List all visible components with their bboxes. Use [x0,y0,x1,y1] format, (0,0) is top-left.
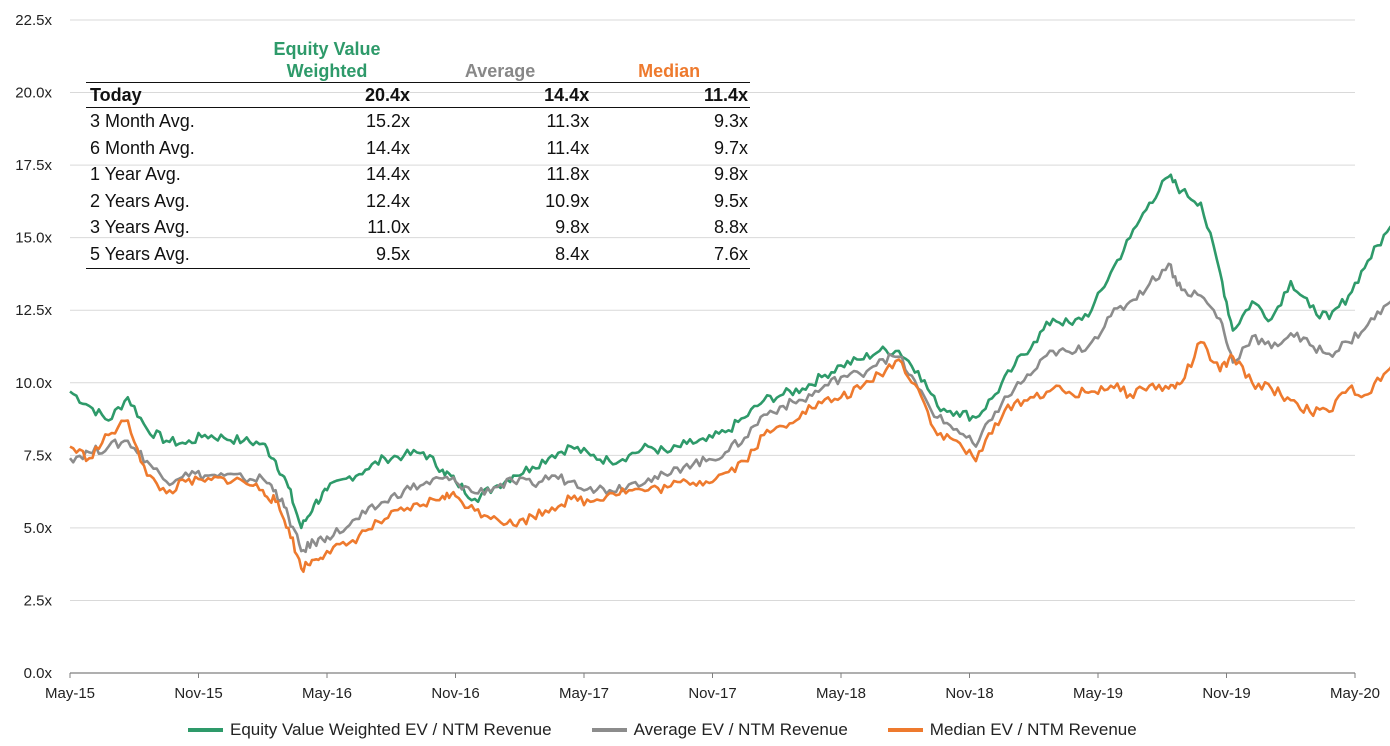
summary-cell: 20.4x [242,82,412,108]
summary-cell: 15.2x [365,111,410,131]
summary-cell: 9.5x [713,190,748,211]
legend-item-1: Average EV / NTM Revenue [591,720,848,740]
legend: Equity Value Weighted EV / NTM Revenue Av… [188,720,1137,740]
summary-cell: 14.4x [365,164,410,185]
y-tick-label: 5.0x [24,520,53,537]
summary-row: 2 Years Avg. 12.4x 10.9x 9.5x [86,188,750,215]
x-tick-label: Nov-19 [1202,685,1250,702]
x-tick-label: May-16 [302,685,352,702]
summary-cell: 11.0x [367,217,410,238]
y-tick-label: 7.5x [24,447,53,464]
summary-row-label: 1 Year Avg. [90,164,181,185]
summary-cell: 11.4x [591,82,750,108]
summary-row: Today 20.4x 14.4x 11.4x [86,82,750,108]
x-tick-label: May-19 [1073,685,1123,702]
header-median: Median [638,61,701,81]
summary-row-label: 3 Month Avg. [90,111,195,131]
y-tick-label: 10.0x [15,375,52,392]
legend-item-2: Median EV / NTM Revenue [887,720,1137,740]
legend-item-0: Equity Value Weighted EV / NTM Revenue [188,720,552,740]
summary-cell: 14.4x [365,137,410,158]
summary-row: 3 Month Avg. 15.2x 11.3x 9.3x [86,108,750,135]
y-tick-label: 0.0x [24,665,53,682]
legend-label: Equity Value Weighted EV / NTM Revenue [230,720,552,739]
x-tick-label: Nov-18 [945,685,993,702]
summary-cell: 11.8x [546,164,590,185]
header-spacer [86,38,242,83]
summary-cell: 9.5x [242,240,412,269]
series-line-0 [69,173,1390,530]
summary-cell: 14.4x [412,82,592,108]
summary-row-label: 3 Years Avg. [90,217,190,238]
summary-cell: 8.4x [412,240,592,269]
summary-row: 3 Years Avg. 11.0x 9.8x 8.8x [86,214,750,241]
summary-cell: 7.6x [591,240,750,269]
series-lines [68,173,1390,573]
summary-table: Equity Value Weighted Average Median Toda… [86,38,750,269]
x-tick-label: May-15 [45,685,95,702]
header-equity-line1: Equity Value [273,39,381,59]
summary-row-label: 5 Years Avg. [86,240,242,269]
summary-cell: 11.4x [546,137,590,158]
x-tick-label: Nov-16 [431,685,479,702]
summary-cell: 12.4x [365,190,410,211]
series-line-2 [69,340,1390,573]
series-line-1 [68,262,1390,554]
y-tick-label: 22.5x [15,12,52,29]
summary-row-label: Today [86,82,242,108]
summary-cell: 8.8x [713,217,748,238]
y-tick-label: 20.0x [15,85,52,102]
legend-swatch [591,728,627,732]
summary-cell: 9.8x [713,164,748,185]
legend-label: Median EV / NTM Revenue [929,720,1137,739]
x-tick-label: May-18 [816,685,866,702]
summary-cell: 10.9x [545,190,590,211]
header-equity-line2: Weighted [286,61,368,81]
summary-body: Today 20.4x 14.4x 11.4x 3 Month Avg. 15.2x 11.… [86,82,750,269]
summary-cell: 9.8x [555,217,590,238]
summary-row: 1 Year Avg. 14.4x 11.8x 9.8x [86,161,750,188]
x-tick-label: Nov-15 [174,685,222,702]
x-tick-label: May-17 [559,685,609,702]
summary-row: 6 Month Avg. 14.4x 11.4x 9.7x [86,135,750,162]
summary-row-label: 6 Month Avg. [90,137,195,158]
x-tick-label: Nov-17 [688,685,736,702]
summary-row: 5 Years Avg. 9.5x 8.4x 7.6x [86,240,750,269]
y-tick-label: 15.0x [15,230,52,247]
legend-swatch [188,728,223,732]
y-tick-label: 12.5x [15,302,52,319]
y-tick-label: 17.5x [15,157,52,174]
summary-cell: 9.3x [713,111,748,131]
header-average: Average [464,61,536,81]
header-equity-weighted: Equity Value Weighted [242,38,412,83]
summary-cell: 11.3x [546,111,590,131]
gridlines [70,19,1355,601]
legend-swatch [887,728,923,732]
summary-header-row: Equity Value Weighted Average Median [86,38,750,83]
legend-label: Average EV / NTM Revenue [633,720,848,739]
summary-row-label: 2 Years Avg. [90,190,190,211]
summary-cell: 9.7x [713,137,748,158]
y-tick-label: 2.5x [24,592,53,609]
x-tick-label: May-20 [1330,685,1380,702]
axes: 0.0x 2.5x 5.0x 7.5x 10.0x 12.5x 15.0x 17.5x 20.0… [15,12,1380,702]
